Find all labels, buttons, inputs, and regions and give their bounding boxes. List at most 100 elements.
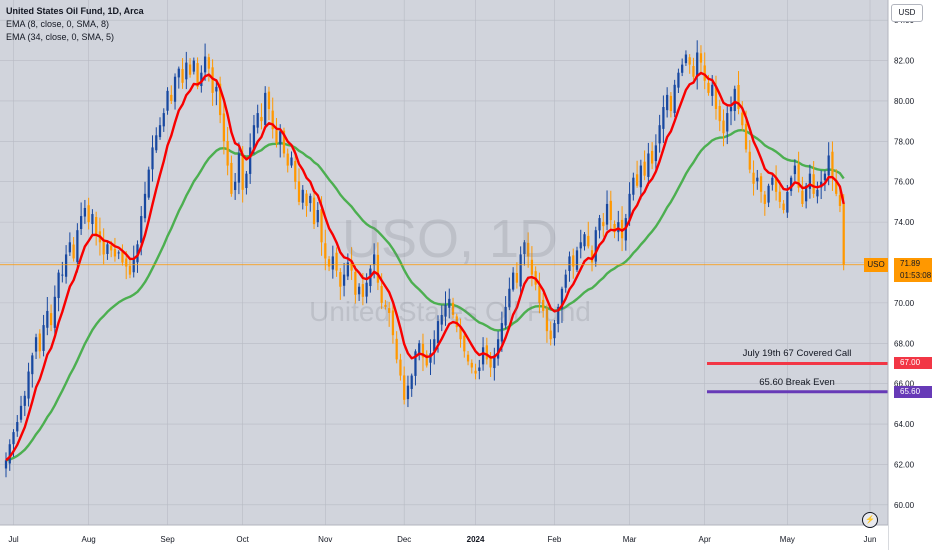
candle [767,183,770,208]
symbol-title[interactable]: United States Oil Fund, 1D, Arca [6,6,144,16]
time-tick-label: Aug [82,535,96,544]
candle [812,161,815,198]
price-tick-label: 64.00 [894,420,915,429]
candle [763,190,766,216]
candle [587,221,590,249]
candle [696,40,699,90]
candle [692,57,695,80]
time-axis[interactable]: Jul Aug Sep Oct Nov Dec 2024 Feb Mar Apr May Jun [0,524,888,550]
candle [309,193,312,212]
symbol-badge: USO [864,257,888,272]
chart-legend: United States Oil Fund, 1D, Arca EMA (8,… [6,5,144,44]
candle [339,268,342,300]
candle [609,190,612,231]
candle [230,155,233,197]
time-tick-label: Feb [548,535,562,544]
candle [57,269,60,312]
candle [793,159,796,182]
candle [290,151,293,168]
candle [80,202,83,235]
candle [797,151,800,193]
candle [203,43,207,81]
candle [113,237,117,262]
price-tick-label: 62.00 [894,460,915,469]
candle [549,321,552,346]
candle [121,244,124,266]
candle [305,190,308,217]
candle [515,262,519,289]
candle [128,258,132,279]
candle [714,75,718,120]
candle [808,164,812,199]
candle [542,292,545,318]
candle [117,250,120,260]
covered-call-price-badge: 67.00 [894,357,932,370]
candle [523,240,526,266]
time-tick-label: Jul [8,535,18,544]
time-tick-label: 2024 [467,535,485,544]
currency-button[interactable]: USD [891,4,923,22]
candle [493,347,496,381]
candle [572,248,575,279]
candle [459,318,462,348]
candle [27,362,30,407]
candle [395,331,398,364]
candle [620,206,624,252]
ema-slow-legend[interactable]: EMA (34, close, 0, SMA, 5) [6,32,115,42]
candle [76,223,79,273]
candle [673,79,676,118]
candle [151,135,154,182]
break-even-price-badge: 65.60 [894,385,932,398]
candle [46,297,49,336]
candle [4,452,8,478]
annotation-covered-call[interactable]: July 19th 67 Covered Call [742,348,852,360]
candle [782,200,785,214]
grid [0,0,888,525]
candle [53,285,56,335]
candle [639,159,642,200]
candle [729,96,733,126]
candle [132,245,135,278]
candle [170,85,173,105]
candle [748,140,751,174]
candle [756,169,759,190]
candle [49,304,53,332]
candle [669,92,673,118]
lightning-icon[interactable]: ⚡ [862,512,878,528]
candle [530,246,534,287]
ema-fast-line [5,71,845,462]
ema-fast-legend[interactable]: EMA (8, close, 0, SMA, 8) [6,19,110,29]
candle [474,363,477,380]
candle [425,350,428,368]
annotation-break-even[interactable]: 65.60 Break Even [759,376,835,388]
candle [647,142,650,186]
candle [38,329,41,359]
candle [388,301,391,327]
candle [553,319,556,346]
candle [143,181,147,223]
candle [512,267,515,292]
candle [286,148,289,173]
candle [564,269,567,293]
candle [106,242,109,260]
price-tick-label: 66.00 [894,380,915,389]
candle [260,103,263,130]
candle [147,166,150,200]
candle [256,104,259,134]
candle [662,95,665,143]
price-tick-label: 80.00 [894,97,915,106]
candle [200,65,203,93]
candle [771,174,774,191]
candle [654,134,658,174]
candle [418,340,421,361]
candle [357,283,361,302]
candle [433,330,436,365]
time-tick-label: Dec [397,535,411,544]
time-tick-label: Nov [318,535,332,544]
ema-slow-line [5,128,845,462]
candle [275,117,278,148]
candle [185,51,188,90]
candle [42,314,45,357]
time-tick-label: Jun [864,535,877,544]
